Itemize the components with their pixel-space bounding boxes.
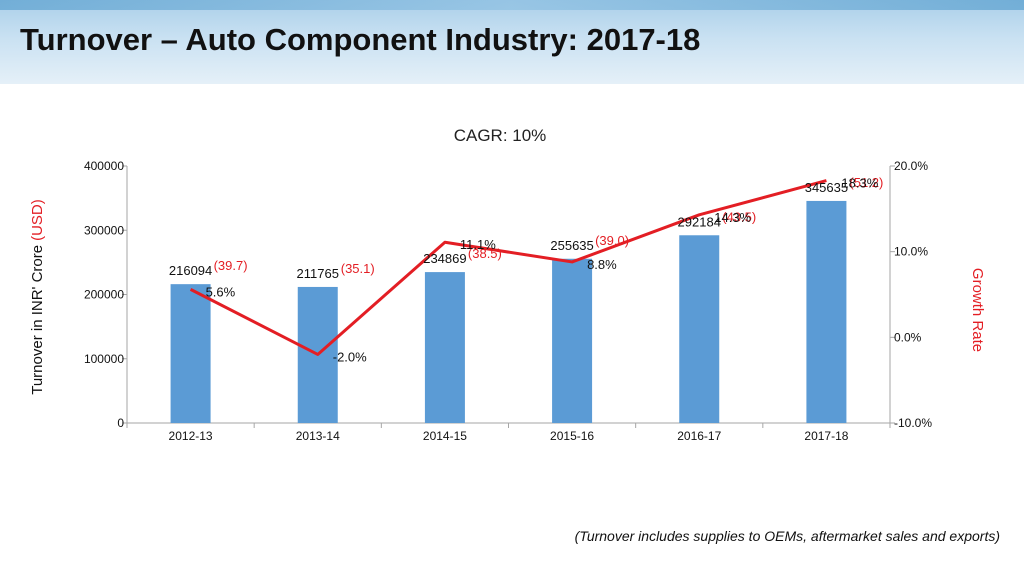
usd-value-label: (51.2) [849,175,883,190]
bar [679,235,720,423]
bar [552,258,593,423]
y2-tick-label: 10.0% [894,245,928,259]
y2-tick-label: 0.0% [894,330,922,344]
bar-value-label: 216094 [169,263,212,278]
bar-value-label: 211765 [297,266,339,281]
growth-value-label: 5.6% [206,284,236,299]
usd-value-label: (43.5) [722,209,756,224]
header-background [0,0,1024,84]
bar [806,200,847,423]
bar-series [170,200,847,423]
y-axis-label: Turnover in INR' Crore (USD) [29,199,46,395]
bar-value-label: 255635 [550,238,593,253]
x-tick-label: 2013-14 [296,429,340,443]
x-tick-label: 2015-16 [550,429,594,443]
y2-axis-label: Growth Rate [969,268,986,352]
x-tick-label: 2012-13 [169,429,213,443]
page-title: Turnover – Auto Component Industry: 2017… [20,22,701,57]
growth-value-label: 14.3% [714,210,751,225]
header-band [0,0,1024,10]
growth-value-label: 18.3% [841,176,878,191]
usd-value-label: (39.0) [595,233,629,248]
usd-value-label: (38.5) [468,246,502,261]
usd-value-label: (35.1) [341,261,375,276]
y-tick-label: 400000 [84,159,124,173]
y-tick-label: 0 [117,416,124,430]
y-axis-label-usd: (USD) [29,199,46,241]
growth-value-label: -2.0% [333,349,367,364]
growth-value-label: 8.8% [587,257,617,272]
y-tick-label: 200000 [84,288,124,302]
x-tick-label: 2016-17 [677,429,721,443]
y-axis-label-main: Turnover in INR' Crore [29,245,46,395]
growth-line [189,179,827,356]
x-tick-label: 2014-15 [423,429,467,443]
y2-tick-label: 20.0% [894,159,928,173]
bar-value-label: 292184 [678,214,721,229]
footnote: (Turnover includes supplies to OEMs, aft… [574,528,1000,544]
bar [424,272,465,423]
growth-line-series [189,179,827,356]
y-tick-label: 300000 [84,223,124,237]
y2-tick-label: -10.0% [894,416,932,430]
growth-value-label: 11.1% [460,237,496,252]
bar [170,284,211,423]
usd-value-label: (39.7) [214,258,248,273]
x-tick-label: 2017-18 [804,429,848,443]
bar-value-label: 234869 [423,251,466,266]
bar-value-label: 345635 [805,180,848,195]
chart-title: CAGR: 10% [454,126,547,145]
chart-axes: 0 100000 200000 300000 400000 -10.0% 0.0% 10.0%… [84,159,932,443]
y-tick-label: 100000 [84,352,124,366]
data-labels: 216094 (39.7) 211765 (35.1) 234869 (38.5) 2556… [169,175,883,365]
